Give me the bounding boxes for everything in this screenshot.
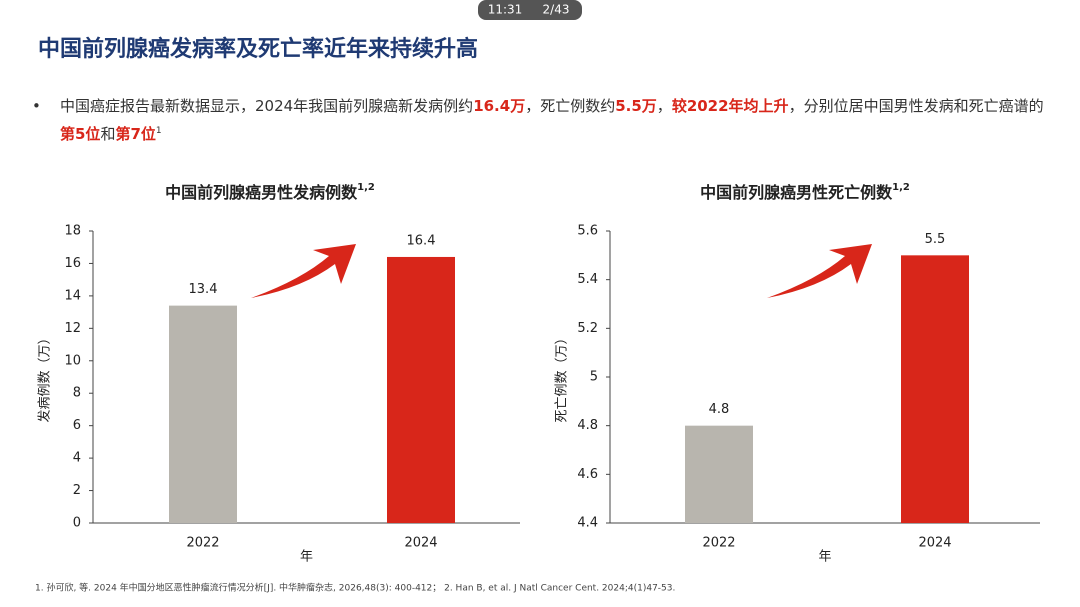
status-page: 2/43 bbox=[543, 3, 570, 17]
y-tick-label: 14 bbox=[64, 288, 81, 303]
bullet-run: 较2022年均上升 bbox=[671, 97, 789, 115]
x-tick-label: 2022 bbox=[702, 536, 735, 551]
y-tick-label: 4.8 bbox=[577, 418, 598, 433]
x-tick-label: 2024 bbox=[404, 536, 437, 551]
chart-title: 中国前列腺癌男性死亡例数1,2 bbox=[700, 182, 910, 202]
value-label: 5.5 bbox=[925, 232, 946, 247]
bar bbox=[685, 425, 753, 523]
x-axis-label: 年 bbox=[300, 550, 313, 565]
slide-title: 中国前列腺癌发病率及死亡率近年来持续升高 bbox=[38, 36, 478, 62]
y-tick-label: 10 bbox=[64, 353, 81, 368]
y-tick-label: 5.4 bbox=[577, 272, 598, 287]
bullet-run: 第7位 bbox=[115, 125, 156, 143]
bullet-run: 中国癌症报告最新数据显示，2024年我国前列腺癌新发病例约 bbox=[60, 97, 474, 115]
value-label: 16.4 bbox=[407, 233, 436, 248]
chart-title-sup: 1,2 bbox=[357, 182, 375, 193]
bullet-run: 16.4万 bbox=[473, 97, 526, 115]
y-tick-label: 2 bbox=[73, 483, 81, 498]
y-tick-label: 5.2 bbox=[577, 321, 598, 336]
chart-title: 中国前列腺癌男性发病例数1,2 bbox=[165, 182, 375, 202]
y-tick-label: 18 bbox=[64, 224, 81, 239]
chart-title-sup: 1,2 bbox=[892, 182, 910, 193]
y-tick-label: 4 bbox=[73, 451, 81, 466]
status-time: 11:31 bbox=[488, 3, 523, 17]
x-axis-label: 年 bbox=[818, 550, 831, 565]
value-label: 13.4 bbox=[189, 282, 218, 297]
bar bbox=[387, 256, 455, 523]
y-tick-label: 12 bbox=[64, 321, 81, 336]
y-tick-label: 4.4 bbox=[577, 516, 598, 531]
bar bbox=[901, 255, 969, 524]
bar bbox=[169, 305, 237, 523]
x-tick-label: 2022 bbox=[186, 536, 219, 551]
x-tick-label: 2024 bbox=[918, 536, 951, 551]
y-tick-label: 4.6 bbox=[577, 467, 598, 482]
value-label: 4.8 bbox=[709, 402, 730, 417]
bullet: 中国癌症报告最新数据显示，2024年我国前列腺癌新发病例约16.4万，死亡例数约… bbox=[32, 92, 1045, 148]
chart-title-text: 中国前列腺癌男性死亡例数 bbox=[700, 183, 893, 202]
trend-arrow bbox=[251, 244, 356, 298]
bullet-run: 5.5万 bbox=[615, 97, 657, 115]
bullet-run: ，分别位居中国男性发病和死亡癌谱的 bbox=[788, 97, 1044, 115]
chart-title-text: 中国前列腺癌男性发病例数 bbox=[165, 183, 358, 202]
y-tick-label: 0 bbox=[73, 516, 81, 531]
bullet-run: ，死亡例数约 bbox=[525, 97, 616, 115]
bullet-run: 和 bbox=[100, 125, 116, 143]
y-tick-label: 8 bbox=[73, 386, 81, 401]
bullet-run: ， bbox=[656, 97, 672, 115]
y-tick-label: 16 bbox=[64, 256, 81, 271]
bullet-run: 1 bbox=[155, 126, 162, 136]
y-tick-label: 5.6 bbox=[577, 224, 598, 239]
trend-arrow bbox=[767, 244, 872, 298]
y-axis-label: 发病例数（万） bbox=[37, 331, 53, 422]
status-pill bbox=[478, 0, 582, 20]
y-tick-label: 5 bbox=[590, 370, 598, 385]
footnote: 1. 孙可欣, 等. 2024 年中国分地区恶性肿瘤流行情况分析[J]. 中华肿… bbox=[35, 582, 675, 594]
bullet-run: 第5位 bbox=[60, 125, 101, 143]
y-tick-label: 6 bbox=[73, 418, 81, 433]
y-axis-label: 死亡例数（万） bbox=[555, 331, 570, 422]
